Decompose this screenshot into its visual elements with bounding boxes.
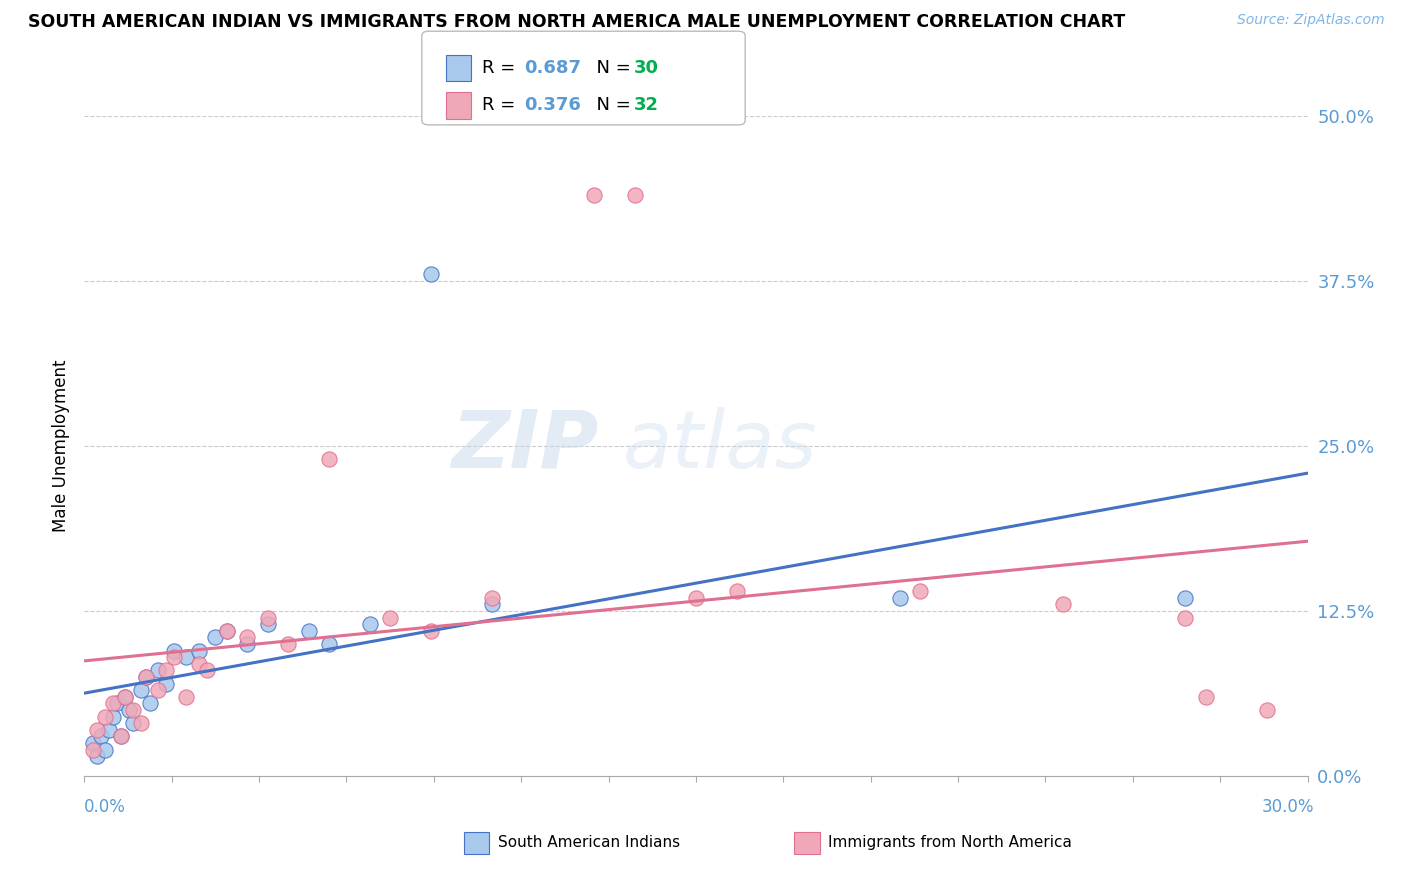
Point	[1052, 598, 1074, 612]
Point	[908, 584, 931, 599]
Point	[257, 617, 280, 632]
Point	[174, 650, 197, 665]
Text: Source: ZipAtlas.com: Source: ZipAtlas.com	[1237, 13, 1385, 28]
Point	[131, 683, 153, 698]
Text: South American Indians: South American Indians	[498, 836, 681, 850]
Point	[146, 683, 169, 698]
Text: SOUTH AMERICAN INDIAN VS IMMIGRANTS FROM NORTH AMERICA MALE UNEMPLOYMENT CORRELA: SOUTH AMERICAN INDIAN VS IMMIGRANTS FROM…	[28, 13, 1125, 31]
Text: 32: 32	[634, 96, 659, 114]
Point	[86, 723, 108, 737]
Text: 30: 30	[634, 59, 659, 77]
Point	[217, 624, 239, 638]
Point	[163, 650, 186, 665]
Point	[114, 690, 136, 704]
Point	[146, 664, 169, 678]
Point	[138, 697, 160, 711]
Point	[135, 670, 157, 684]
Point	[93, 742, 115, 756]
Point	[110, 730, 132, 744]
Point	[155, 676, 177, 690]
Point	[101, 709, 124, 723]
Point	[236, 637, 259, 651]
Point	[359, 617, 381, 632]
Point	[217, 624, 239, 638]
Text: 30.0%: 30.0%	[1263, 798, 1315, 816]
Point	[187, 643, 209, 657]
Point	[82, 742, 104, 756]
Text: Immigrants from North America: Immigrants from North America	[828, 836, 1071, 850]
Point	[122, 703, 145, 717]
Point	[236, 631, 259, 645]
Point	[155, 664, 177, 678]
Point	[624, 188, 647, 202]
Point	[93, 709, 115, 723]
Text: 0.687: 0.687	[524, 59, 582, 77]
Point	[685, 591, 707, 605]
Point	[118, 703, 141, 717]
Text: N =: N =	[585, 96, 637, 114]
Point	[82, 736, 104, 750]
Point	[420, 268, 443, 282]
Text: 0.0%: 0.0%	[84, 798, 127, 816]
Point	[318, 637, 340, 651]
Point	[318, 452, 340, 467]
Y-axis label: Male Unemployment: Male Unemployment	[52, 359, 70, 533]
Point	[257, 610, 280, 624]
Point	[110, 730, 132, 744]
Point	[114, 690, 136, 704]
Point	[97, 723, 120, 737]
Point	[1174, 610, 1197, 624]
Point	[122, 716, 145, 731]
Point	[277, 637, 299, 651]
Point	[582, 188, 605, 202]
Point	[1256, 703, 1278, 717]
Point	[90, 730, 112, 744]
Point	[174, 690, 197, 704]
Point	[725, 584, 748, 599]
Point	[298, 624, 321, 638]
Point	[131, 716, 153, 731]
Text: R =: R =	[482, 96, 522, 114]
Point	[380, 610, 402, 624]
Point	[420, 624, 443, 638]
Point	[889, 591, 911, 605]
Text: atlas: atlas	[623, 407, 817, 485]
Point	[101, 697, 124, 711]
Text: ZIP: ZIP	[451, 407, 598, 485]
Point	[195, 664, 218, 678]
Point	[1174, 591, 1197, 605]
Text: 0.376: 0.376	[524, 96, 581, 114]
Point	[163, 643, 186, 657]
Point	[105, 697, 128, 711]
Point	[187, 657, 209, 671]
Point	[481, 591, 503, 605]
Point	[86, 749, 108, 764]
Text: R =: R =	[482, 59, 522, 77]
Point	[204, 631, 226, 645]
Text: N =: N =	[585, 59, 637, 77]
Point	[135, 670, 157, 684]
Point	[1195, 690, 1218, 704]
Point	[481, 598, 503, 612]
